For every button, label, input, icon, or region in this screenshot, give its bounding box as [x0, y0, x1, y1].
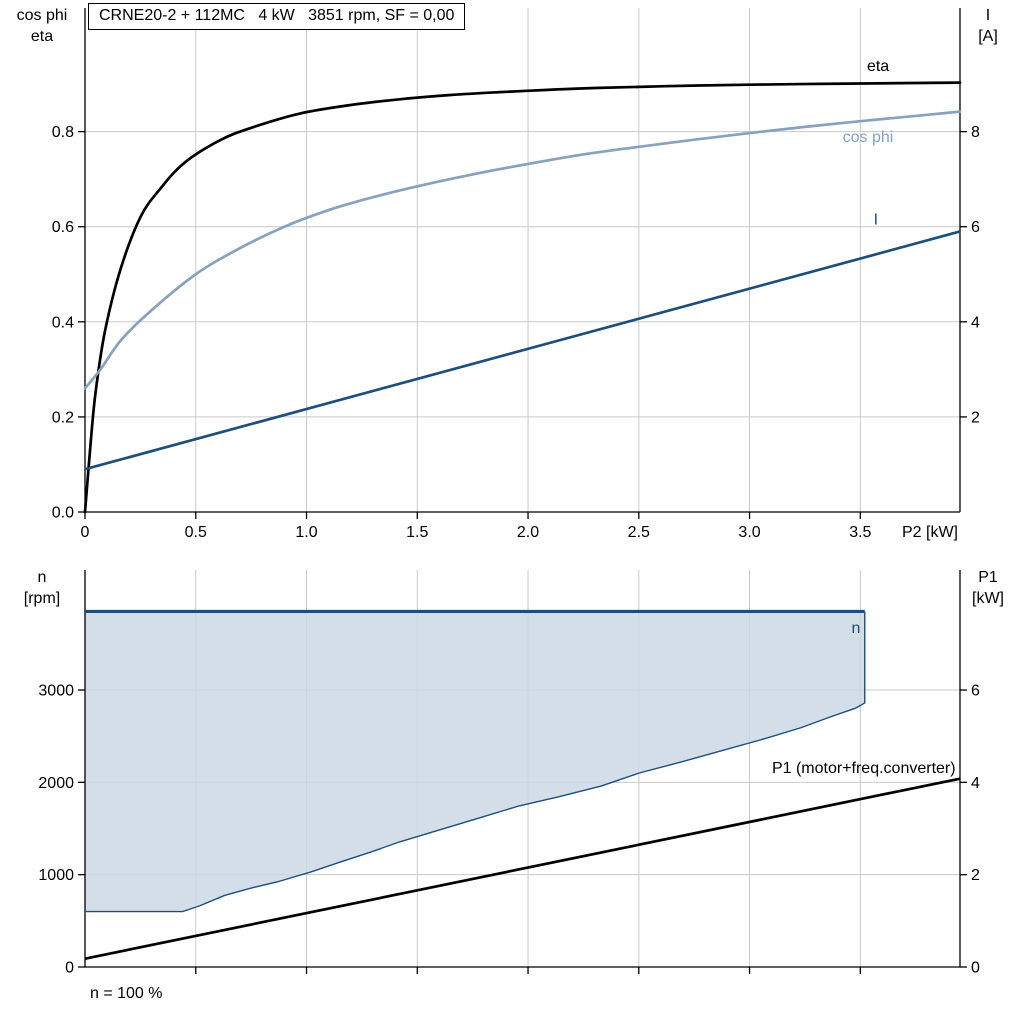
n-curve-label: n	[851, 620, 860, 637]
y-right-tick-label: 6	[971, 683, 980, 700]
cos-phi-curve	[83, 110, 962, 390]
y-left-tick-label: 3000	[38, 683, 74, 700]
chart-title: CRNE20-2 + 112MC 4 kW 3851 rpm, SF = 0,0…	[88, 3, 466, 30]
speed-footnote: n = 100 %	[90, 985, 163, 1002]
x-tick-label: 2.0	[517, 524, 539, 541]
i-curve-label: I	[874, 211, 878, 228]
y-right-tick-label: 0	[971, 960, 980, 977]
n-min-curve	[85, 611, 866, 913]
y-right-axis-title: I	[986, 7, 990, 24]
x-tick-label: 3.5	[849, 524, 871, 541]
x-tick-label: 0	[81, 524, 90, 541]
y-left-axis-title: [rpm]	[24, 590, 60, 607]
y-left-tick-label: 0.0	[52, 505, 74, 522]
eta-curve	[83, 81, 962, 514]
y-right-axis-title: [A]	[978, 28, 998, 45]
x-axis-label: P2 [kW]	[902, 524, 958, 541]
y-left-tick-label: 0.2	[52, 409, 74, 426]
x-tick-label: 1.5	[406, 524, 428, 541]
y-left-tick-label: 0	[65, 960, 74, 977]
y-left-axis-title: eta	[31, 28, 53, 45]
y-right-axis-title: [kW]	[972, 590, 1004, 607]
y-right-tick-label: 2	[971, 867, 980, 884]
y-right-tick-label: 8	[971, 124, 980, 141]
eta-curve-label: eta	[867, 58, 889, 75]
p1-motor-freq-converter-curve-label: P1 (motor+freq.converter)	[772, 760, 956, 777]
y-left-tick-label: 0.6	[52, 219, 74, 236]
x-tick-label: 2.5	[628, 524, 650, 541]
p1-motor-freq-converter-curve	[84, 777, 961, 961]
x-tick-label: 3.0	[738, 524, 760, 541]
y-left-tick-label: 0.4	[52, 314, 74, 331]
y-right-tick-label: 4	[971, 314, 980, 331]
y-left-axis-title: cos phi	[17, 7, 68, 24]
y-right-tick-label: 6	[971, 219, 980, 236]
y-left-axis-title: n	[38, 569, 47, 586]
y-left-tick-label: 2000	[38, 775, 74, 792]
operating-range-area	[85, 611, 865, 912]
i-curve	[84, 230, 961, 471]
y-right-axis-title: P1	[978, 569, 998, 586]
x-tick-label: 1.0	[295, 524, 317, 541]
cos-phi-curve-label: cos phi	[843, 129, 894, 146]
y-right-tick-label: 2	[971, 409, 980, 426]
y-left-tick-label: 0.8	[52, 124, 74, 141]
x-tick-label: 0.5	[185, 524, 207, 541]
y-right-tick-label: 4	[971, 775, 980, 792]
y-left-tick-label: 1000	[38, 867, 74, 884]
